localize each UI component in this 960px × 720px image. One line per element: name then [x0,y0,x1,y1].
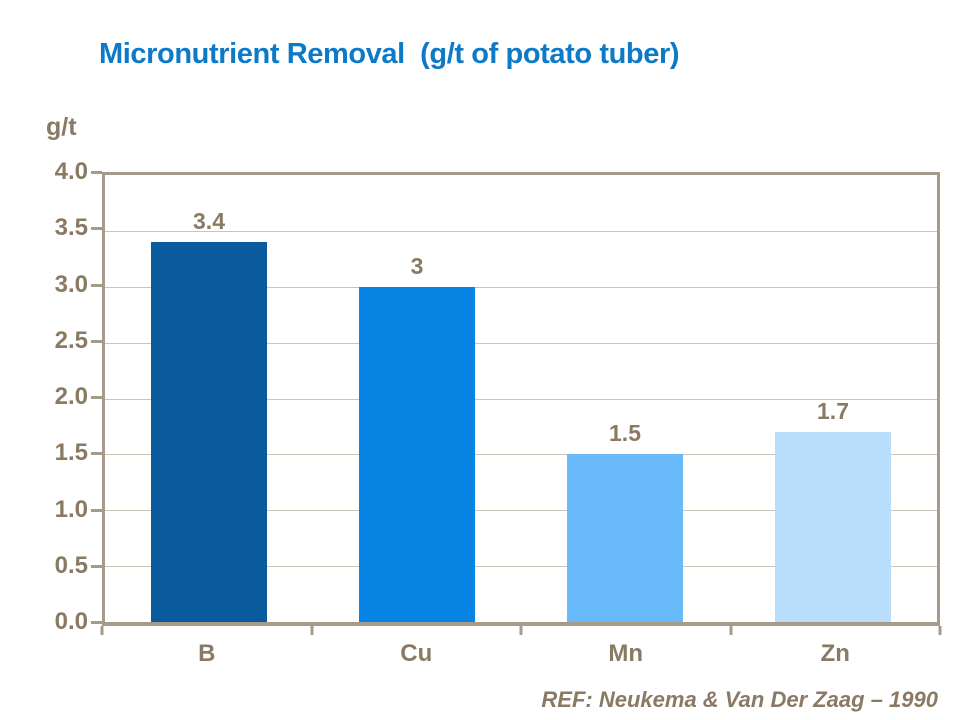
y-axis-ticks [91,171,102,624]
x-axis-label-b: B [198,640,216,667]
x-axis-label-cu: Cu [400,640,433,667]
bar-cu [359,286,475,622]
bar-zn [775,432,891,622]
x-axis-tick [519,626,523,635]
x-axis-labels: B Cu Mn Zn [102,640,940,671]
y-axis-tick-label: 0.0 [54,608,88,635]
x-axis-tick [310,626,313,635]
gridline [105,230,937,232]
y-axis-unit-label: g/t [46,113,77,141]
bar-value-label: 1.5 [609,420,641,447]
x-axis-label-zn: Zn [820,640,850,667]
y-axis-tick-labels: 4.0 3.5 3.0 2.5 2.0 1.5 1.0 0.5 0.0 [0,160,88,634]
y-axis-tick-label: 1.0 [54,495,88,523]
y-axis-tick [91,171,102,174]
x-axis-tick [100,626,104,635]
gridline [105,566,937,568]
x-axis-ticks [100,626,942,635]
x-axis-tick [938,626,942,635]
y-axis-tick [91,227,102,231]
x-axis-tick [729,626,732,635]
y-axis-tick [91,396,102,399]
y-axis-tick-label: 3.0 [54,270,88,298]
plot-area: 3.4 3 1.5 1.7 [102,172,940,626]
y-axis-tick [91,564,102,568]
bar-b [151,242,267,622]
reference-text: REF: Neukema & Van Der Zaag – 1990 [541,687,938,712]
y-axis-tick [91,508,102,512]
y-axis-tick-label: 0.5 [54,551,88,579]
gridline [105,510,937,512]
y-axis-tick-label: 3.5 [54,214,88,242]
y-axis-tick-label: 4.0 [54,158,88,185]
y-axis-tick-label: 1.5 [54,439,88,467]
y-axis-tick [91,339,102,343]
bar-mn [567,454,683,622]
gridline [105,342,937,344]
gridline [105,454,937,456]
x-axis-label-mn: Mn [608,640,644,667]
gridline [105,398,937,400]
y-axis-tick-label: 2.0 [54,383,88,410]
bar-value-label: 1.7 [817,398,849,425]
y-axis-tick [91,621,102,624]
chart-title: Micronutrient Removal (g/t of potato tub… [99,38,680,70]
y-axis-tick-label: 2.5 [54,326,88,354]
bar-value-label: 3.4 [193,208,225,235]
bar-value-label: 3 [410,252,424,279]
gridline [105,286,937,288]
y-axis-tick [91,452,102,456]
y-axis-tick [91,283,102,287]
